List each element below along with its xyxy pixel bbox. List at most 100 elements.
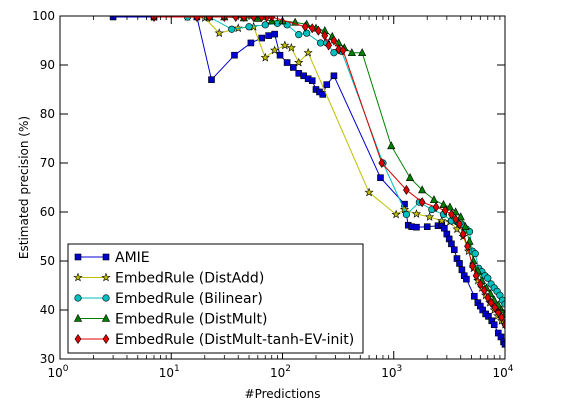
data-point-4-37: [501, 319, 505, 330]
data-point-1-8: [280, 40, 290, 50]
y-tick-label-2: 50: [40, 254, 55, 268]
data-point-0-38: [463, 275, 470, 283]
data-point-3-23: [461, 222, 470, 230]
x-tick-label-3: 103: [381, 364, 402, 380]
data-point-4-22: [441, 205, 449, 216]
data-point-3-17: [418, 185, 427, 194]
data-point-2-34: [501, 300, 505, 308]
y-tick-label-4: 70: [40, 156, 55, 170]
data-point-4-28: [469, 260, 476, 271]
legend-box: [67, 243, 364, 354]
data-point-4-18: [378, 157, 386, 169]
legend-label-4: EmbedRule (DistMult-tanh-EV-init): [115, 332, 354, 348]
data-point-2-11: [330, 49, 338, 57]
data-point-1-16: [424, 212, 435, 221]
data-point-4-24: [452, 214, 459, 225]
data-point-2-9: [316, 39, 325, 47]
legend-marker-2: [74, 294, 82, 302]
data-point-3-16: [405, 173, 415, 181]
data-point-1-6: [260, 52, 270, 62]
data-point-4-7: [258, 16, 266, 23]
data-point-4-34: [491, 302, 499, 313]
data-point-0-7: [265, 32, 272, 39]
data-point-0-29: [441, 224, 448, 232]
data-point-0-50: [501, 340, 505, 348]
data-point-0-21: [377, 174, 384, 181]
data-point-4-21: [432, 202, 440, 213]
data-point-0-18: [319, 91, 327, 98]
data-point-3-13: [347, 48, 356, 57]
data-point-0-11: [289, 64, 297, 71]
data-point-3-20: [445, 202, 455, 211]
data-point-1-12: [364, 187, 374, 197]
legend-entry-4: EmbedRule (DistMult-tanh-EV-init): [74, 332, 354, 348]
data-point-4-20: [418, 197, 426, 208]
data-point-1-3: [214, 28, 224, 38]
legend-marker-end-1: [101, 272, 111, 282]
data-point-4-5: [240, 16, 248, 23]
legend: AMIE EmbedRule (DistAdd) EmbedRule (Biline…: [67, 243, 364, 354]
data-point-4-33: [487, 297, 495, 308]
y-axis-label: Estimated precision (%): [17, 116, 31, 259]
data-point-4-26: [459, 229, 467, 240]
data-point-0-36: [458, 266, 466, 274]
data-point-2-28: [484, 274, 492, 282]
data-point-4-30: [476, 279, 484, 290]
data-point-1-11: [303, 47, 313, 57]
data-point-1-17: [437, 215, 447, 225]
data-point-0-25: [413, 223, 420, 231]
legend-label-1: EmbedRule (DistAdd): [115, 271, 264, 287]
data-point-0-9: [276, 51, 284, 59]
data-point-3-33: [500, 310, 505, 319]
data-point-4-29: [472, 270, 480, 281]
data-point-0-26: [423, 223, 431, 230]
x-axis-label: #Predictions: [245, 387, 321, 401]
data-point-4-13: [321, 30, 329, 41]
legend-label-0: AMIE: [115, 250, 150, 266]
legend-marker-4: [74, 333, 82, 345]
data-point-4-32: [484, 292, 492, 303]
data-point-4-12: [314, 25, 322, 36]
data-point-2-4: [261, 21, 269, 29]
data-point-1-7: [270, 45, 280, 55]
y-tick-label-5: 80: [40, 107, 55, 121]
data-point-4-16: [335, 44, 343, 55]
data-point-4-14: [325, 40, 333, 51]
data-point-3-22: [456, 212, 465, 221]
data-point-3-15: [387, 141, 396, 150]
x-tick-label-4: 104: [492, 364, 513, 380]
data-point-2-3: [245, 23, 253, 31]
data-point-4-23: [448, 209, 455, 220]
legend-marker-end-4: [102, 333, 110, 345]
legend-entry-3: EmbedRule (DistMult): [73, 312, 268, 328]
legend-marker-3: [73, 313, 83, 322]
data-point-0-10: [283, 59, 291, 66]
legend-marker-end-2: [102, 294, 110, 302]
data-point-1-10: [294, 57, 304, 67]
x-tick-label-0: 100: [47, 364, 68, 380]
y-tick-label-3: 60: [40, 205, 55, 219]
y-tick-label-6: 90: [40, 58, 55, 72]
data-point-3-14: [358, 48, 367, 57]
data-point-0-32: [448, 240, 455, 248]
data-point-0-35: [456, 260, 463, 267]
y-tick-label-7: 100: [32, 9, 55, 23]
data-point-0-39: [471, 292, 478, 300]
data-point-1-13: [391, 209, 401, 219]
data-point-4-11: [308, 23, 316, 34]
y-tick-label-1: 40: [40, 303, 55, 317]
legend-marker-end-3: [101, 313, 111, 322]
data-point-0-8: [271, 30, 278, 38]
legend-label-3: EmbedRule (DistMult): [115, 312, 268, 328]
data-point-4-19: [403, 184, 410, 195]
legend-label-2: EmbedRule (Bilinear): [115, 291, 263, 307]
data-point-4-2: [205, 16, 213, 23]
data-point-0-3: [208, 76, 215, 83]
x-tick-label-1: 101: [159, 364, 180, 380]
data-point-4-10: [301, 21, 309, 32]
data-point-4-27: [464, 241, 471, 252]
data-point-4-25: [456, 219, 463, 230]
data-point-0-5: [247, 39, 255, 47]
legend-marker-end-0: [102, 253, 110, 261]
